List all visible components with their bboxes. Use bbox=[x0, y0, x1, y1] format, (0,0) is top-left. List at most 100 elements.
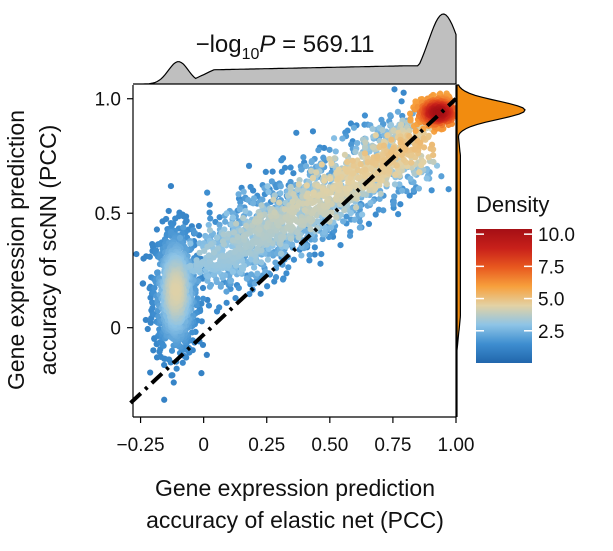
scatter-point bbox=[301, 206, 308, 214]
scatter-point bbox=[281, 206, 288, 213]
scatter-point bbox=[361, 112, 369, 119]
scatter-point bbox=[251, 218, 258, 225]
scatter-point bbox=[189, 329, 196, 336]
scatter-point bbox=[341, 151, 348, 158]
scatter-point bbox=[306, 251, 313, 259]
scatter-point bbox=[252, 257, 259, 264]
scatter-point bbox=[290, 190, 297, 198]
scatter-point bbox=[387, 121, 395, 128]
scatter-point bbox=[298, 217, 305, 224]
scatter-point bbox=[277, 190, 284, 197]
scatter-point bbox=[380, 142, 387, 149]
scatter-point bbox=[309, 128, 317, 135]
scatter-point bbox=[354, 139, 361, 147]
scatter-point bbox=[213, 234, 221, 241]
scatter-point bbox=[290, 170, 297, 177]
scatter-point bbox=[398, 151, 405, 158]
scatter-point bbox=[406, 192, 413, 199]
scatter-point bbox=[235, 285, 242, 292]
scatter-point bbox=[346, 232, 354, 239]
scatter-point bbox=[277, 250, 285, 257]
y-tick-label: 1.0 bbox=[95, 90, 121, 111]
scatter-point bbox=[264, 183, 271, 190]
scatter-point bbox=[391, 193, 398, 200]
x-axis-title-line-2: accuracy of elastic net (PCC) bbox=[146, 507, 444, 533]
scatter-point bbox=[407, 110, 414, 117]
scatter-point bbox=[303, 193, 310, 200]
scatter-point bbox=[240, 214, 247, 222]
scatter-point bbox=[246, 249, 253, 256]
scatter-point bbox=[318, 161, 325, 168]
scatter-point bbox=[349, 157, 356, 164]
scatter-point bbox=[227, 277, 235, 284]
scatter-point bbox=[339, 135, 346, 142]
scatter-point bbox=[254, 270, 261, 277]
scatter-point bbox=[256, 212, 264, 219]
scatter-point bbox=[350, 170, 357, 177]
scatter-point bbox=[206, 201, 213, 208]
scatter-point bbox=[150, 347, 157, 354]
scatter-point bbox=[147, 319, 154, 326]
x-tick-label: 0.50 bbox=[311, 435, 348, 456]
scatter-point bbox=[298, 243, 305, 251]
scatter-point bbox=[161, 396, 168, 403]
legend-ticks: 2.5 5.0 7.5 10.0 bbox=[476, 225, 575, 343]
scatter-point bbox=[213, 276, 220, 283]
scatter-point bbox=[288, 223, 296, 230]
scatter-point bbox=[334, 175, 341, 182]
scatter-point bbox=[361, 143, 369, 151]
scatter-point bbox=[321, 177, 328, 184]
scatter-point bbox=[199, 258, 206, 266]
scatter-point bbox=[350, 124, 358, 131]
scatter-point bbox=[344, 168, 351, 175]
scatter-point bbox=[219, 238, 227, 245]
scatter-point bbox=[339, 218, 347, 225]
scatter-point bbox=[369, 143, 377, 151]
scatter-point bbox=[380, 157, 387, 164]
scatter-point bbox=[397, 121, 405, 128]
scatter-point bbox=[380, 207, 387, 214]
scatter-point bbox=[232, 220, 240, 227]
scatter-point bbox=[289, 204, 296, 211]
scatter-point bbox=[254, 225, 261, 232]
scatter-point bbox=[169, 372, 176, 379]
scatter-point bbox=[378, 116, 385, 123]
scatter-point bbox=[375, 176, 383, 183]
scatter-point bbox=[206, 209, 213, 216]
scatter-point bbox=[324, 197, 331, 204]
scatter-point bbox=[361, 150, 369, 157]
scatter-point bbox=[298, 252, 305, 259]
scatter-point bbox=[245, 196, 252, 204]
scatter-point bbox=[295, 181, 302, 188]
scatter-point bbox=[172, 287, 179, 294]
scatter-point bbox=[400, 89, 407, 96]
scatter-point bbox=[345, 179, 352, 186]
scatter-point bbox=[216, 304, 223, 311]
scatter-point bbox=[223, 210, 230, 217]
scatter-point bbox=[153, 226, 160, 233]
scatter-point bbox=[376, 182, 383, 189]
scatter-point bbox=[277, 183, 284, 190]
scatter-point bbox=[272, 259, 279, 266]
scatter-point bbox=[234, 233, 241, 240]
scatter-point bbox=[229, 268, 236, 276]
scatter-point bbox=[412, 127, 419, 134]
scatter-point bbox=[392, 171, 399, 178]
scatter-point bbox=[256, 217, 263, 225]
x-tick-label: 0.75 bbox=[374, 435, 411, 456]
scatter-point bbox=[263, 232, 270, 239]
scatter-point bbox=[196, 249, 203, 256]
legend-colorbar bbox=[476, 229, 532, 363]
scatter-point bbox=[306, 257, 313, 264]
scatter-point bbox=[193, 257, 200, 264]
scatter-point bbox=[350, 162, 357, 169]
scatter-point bbox=[394, 108, 402, 115]
scatter-point bbox=[265, 188, 272, 196]
scatter-point bbox=[343, 213, 350, 220]
scatter-point bbox=[326, 146, 333, 153]
scatter-point bbox=[251, 264, 258, 271]
scatter-point bbox=[362, 139, 369, 146]
scatter-point bbox=[302, 162, 310, 170]
y-axis-title-line-2: accuracy of scNN (PCC) bbox=[35, 125, 61, 375]
